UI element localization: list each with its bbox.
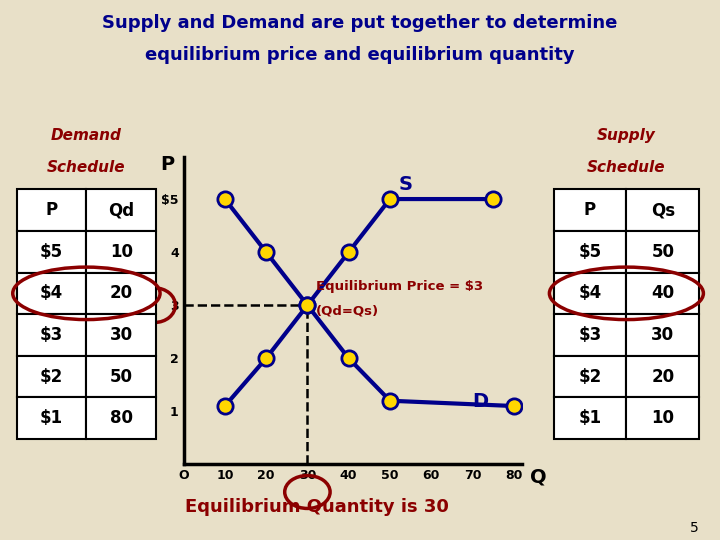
Text: S: S — [398, 175, 412, 194]
Text: $4: $4 — [578, 285, 602, 302]
Bar — [86, 314, 156, 356]
Bar — [626, 356, 699, 397]
Bar — [86, 231, 156, 273]
Text: $1: $1 — [40, 409, 63, 427]
Text: Qd: Qd — [108, 201, 135, 219]
Bar — [554, 273, 626, 314]
Text: (Qd=Qs): (Qd=Qs) — [315, 304, 379, 317]
Text: P: P — [45, 201, 58, 219]
Bar — [17, 356, 86, 397]
Text: $1: $1 — [578, 409, 601, 427]
Bar — [626, 397, 699, 439]
Text: $5: $5 — [40, 243, 63, 261]
Text: 20: 20 — [652, 368, 675, 386]
Text: $2: $2 — [40, 368, 63, 386]
Text: 10: 10 — [652, 409, 675, 427]
Bar — [17, 397, 86, 439]
Bar — [554, 190, 626, 231]
Bar — [626, 190, 699, 231]
Bar — [626, 231, 699, 273]
Text: Equilibrium Price = $3: Equilibrium Price = $3 — [315, 280, 483, 293]
Bar — [17, 314, 86, 356]
Text: Q: Q — [530, 467, 547, 486]
Text: D: D — [472, 393, 489, 411]
Text: $3: $3 — [40, 326, 63, 344]
Text: Qs: Qs — [651, 201, 675, 219]
Text: 30: 30 — [652, 326, 675, 344]
Bar — [554, 397, 626, 439]
Bar — [626, 314, 699, 356]
Bar — [17, 190, 86, 231]
Text: 50: 50 — [109, 368, 132, 386]
Text: P: P — [160, 155, 174, 174]
Text: Supply: Supply — [597, 128, 656, 143]
Bar — [17, 231, 86, 273]
Text: 80: 80 — [109, 409, 132, 427]
Bar — [86, 190, 156, 231]
Text: $2: $2 — [578, 368, 602, 386]
Bar — [626, 273, 699, 314]
Text: 10: 10 — [109, 243, 132, 261]
Text: Schedule: Schedule — [47, 160, 126, 176]
Text: 20: 20 — [109, 285, 132, 302]
Text: 50: 50 — [652, 243, 675, 261]
Bar — [554, 231, 626, 273]
Bar — [86, 356, 156, 397]
Text: P: P — [584, 201, 596, 219]
Text: 5: 5 — [690, 521, 698, 535]
Text: $4: $4 — [40, 285, 63, 302]
Bar — [554, 356, 626, 397]
Text: 40: 40 — [652, 285, 675, 302]
Text: equilibrium price and equilibrium quantity: equilibrium price and equilibrium quanti… — [145, 46, 575, 64]
Text: $5: $5 — [578, 243, 601, 261]
Bar — [86, 273, 156, 314]
Bar — [554, 314, 626, 356]
Text: Equilibrium Quantity is 30: Equilibrium Quantity is 30 — [185, 498, 449, 516]
Text: Demand: Demand — [51, 128, 122, 143]
Bar — [17, 273, 86, 314]
Text: Supply and Demand are put together to determine: Supply and Demand are put together to de… — [102, 14, 618, 31]
Bar — [86, 397, 156, 439]
Text: 30: 30 — [109, 326, 132, 344]
Text: Schedule: Schedule — [587, 160, 666, 176]
Text: $3: $3 — [578, 326, 602, 344]
